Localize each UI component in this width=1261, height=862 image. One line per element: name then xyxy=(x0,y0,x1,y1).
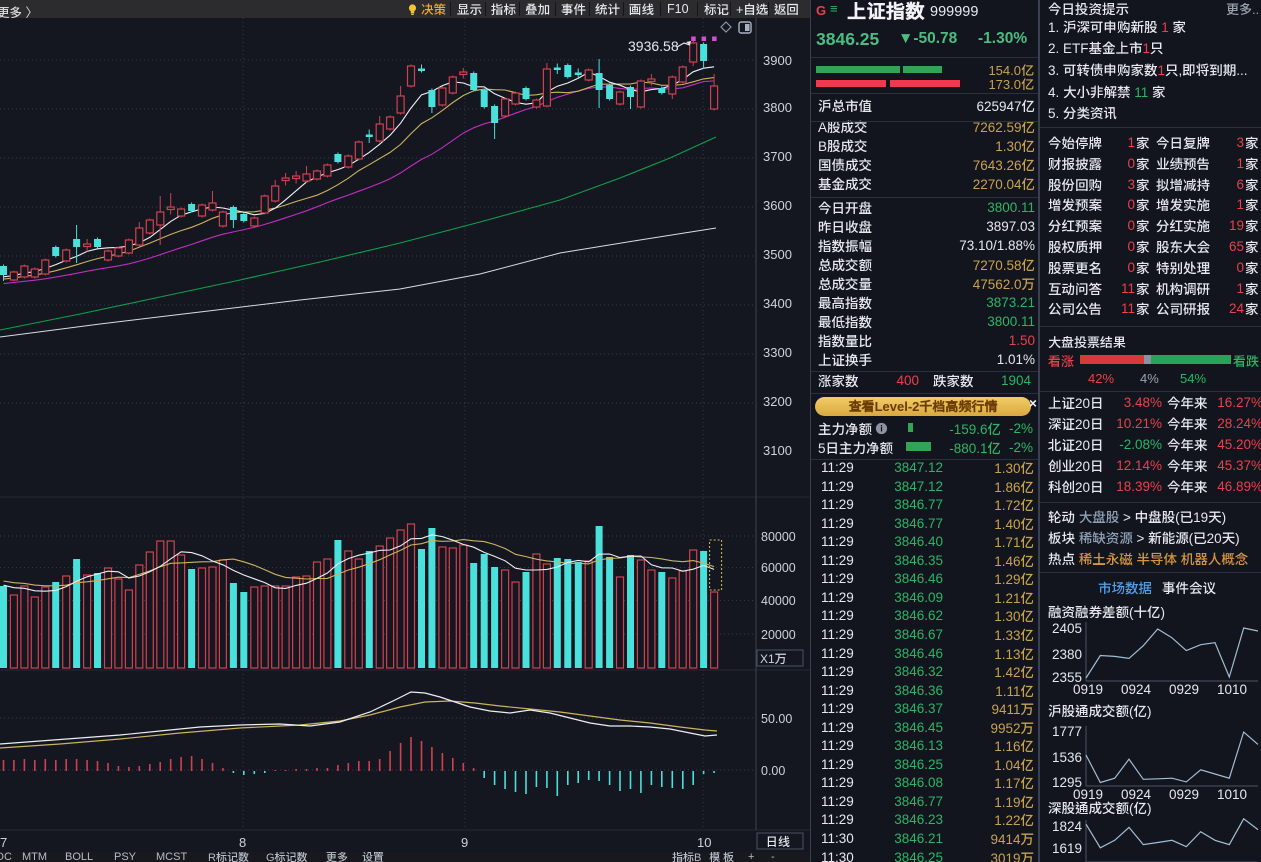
svg-text:3900: 3900 xyxy=(763,53,792,68)
svg-text:80000: 80000 xyxy=(761,530,796,544)
svg-text:日线: 日线 xyxy=(766,835,790,849)
svg-text:X1万: X1万 xyxy=(760,652,787,666)
svg-text:3500: 3500 xyxy=(763,247,792,262)
svg-text:8: 8 xyxy=(239,835,246,850)
svg-text:3100: 3100 xyxy=(763,443,792,458)
svg-text:60000: 60000 xyxy=(761,561,796,575)
svg-text:40000: 40000 xyxy=(761,594,796,608)
svg-text:3700: 3700 xyxy=(763,149,792,164)
svg-text:3300: 3300 xyxy=(763,345,792,360)
svg-text:20000: 20000 xyxy=(761,628,796,642)
svg-text:3800: 3800 xyxy=(763,100,792,115)
svg-text:i: i xyxy=(880,424,883,434)
svg-text:7: 7 xyxy=(0,835,7,850)
svg-text:3200: 3200 xyxy=(763,394,792,409)
svg-text:0.00: 0.00 xyxy=(761,764,785,778)
svg-text:3400: 3400 xyxy=(763,296,792,311)
svg-text:9: 9 xyxy=(461,835,468,850)
svg-text:50.00: 50.00 xyxy=(761,712,792,726)
svg-text:3936.58: 3936.58 xyxy=(628,38,679,54)
svg-text:10: 10 xyxy=(697,835,711,850)
svg-text:3600: 3600 xyxy=(763,198,792,213)
